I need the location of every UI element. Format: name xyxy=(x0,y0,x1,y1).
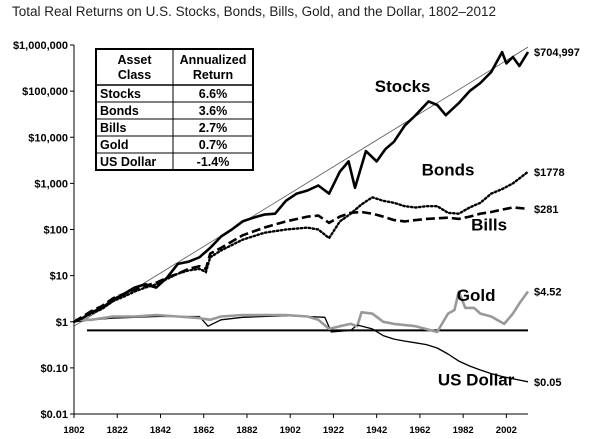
series-line-bonds xyxy=(72,170,530,323)
series-label-bills: Bills xyxy=(471,216,507,235)
y-tick-label: $1,000,000 xyxy=(13,40,68,52)
y-tick-label: $10,000 xyxy=(28,132,68,144)
series-label-bonds: Bonds xyxy=(422,160,475,179)
table-cell-return: 0.7% xyxy=(199,138,228,152)
table-cell-return: -1.4% xyxy=(197,155,230,169)
table-cell-asset: Bonds xyxy=(100,104,139,118)
returns-table xyxy=(95,48,254,171)
table-header-cell: Return xyxy=(193,68,233,82)
x-tick-label: 1902 xyxy=(280,425,301,436)
x-tick-label: 1982 xyxy=(453,425,474,436)
series-line-bills xyxy=(73,206,529,323)
x-tick-label: 1842 xyxy=(150,425,171,436)
x-tick-label: 1962 xyxy=(409,425,430,436)
table-header-cell: Class xyxy=(118,68,151,82)
series-line-gold xyxy=(74,290,530,334)
x-tick-label: 1942 xyxy=(366,425,387,436)
series-label-gold: Gold xyxy=(457,286,496,305)
chart-title: Total Real Returns on U.S. Stocks, Bonds… xyxy=(12,4,497,19)
table-cell-return: 6.6% xyxy=(199,87,228,101)
table-cell-asset: Bills xyxy=(100,121,126,135)
x-tick-label: 1802 xyxy=(63,425,84,436)
stocks-trend-line xyxy=(73,46,529,327)
table-cell-return: 2.7% xyxy=(199,121,228,135)
x-tick-label: 2002 xyxy=(496,425,517,436)
table-cell-asset: US Dollar xyxy=(100,155,156,169)
y-tick-label: $1 xyxy=(56,317,68,329)
table-cell-asset: Stocks xyxy=(100,87,141,101)
x-tick-label: 1862 xyxy=(193,425,214,436)
series-label-us-dollar: US Dollar xyxy=(438,370,515,389)
end-label-bills: $281 xyxy=(534,204,558,216)
table-cell-asset: Gold xyxy=(100,138,128,152)
y-tick-label: $0.10 xyxy=(40,363,68,375)
table-header-cell: Annualized xyxy=(180,53,247,67)
y-tick-label: $0.01 xyxy=(40,409,68,421)
series-label-stocks: Stocks xyxy=(375,77,431,96)
x-tick-label: 1822 xyxy=(107,425,128,436)
y-tick-label: $1,000 xyxy=(34,178,68,190)
series-line-us-dollar xyxy=(357,324,529,383)
end-label-gold: $4.52 xyxy=(534,287,562,299)
y-tick-label: $10 xyxy=(50,271,68,283)
end-label-stocks: $704,997 xyxy=(534,47,580,59)
end-label-bonds: $1778 xyxy=(534,167,565,179)
table-header-cell: Asset xyxy=(117,53,152,67)
series-line-stocks xyxy=(73,50,530,323)
y-tick-label: $100 xyxy=(44,225,68,237)
table-cell-return: 3.6% xyxy=(199,104,228,118)
x-tick-label: 1922 xyxy=(323,425,344,436)
y-tick-label: $100,000 xyxy=(22,86,68,98)
end-label-us-dollar: $0.05 xyxy=(534,377,562,389)
x-tick-label: 1882 xyxy=(236,425,257,436)
